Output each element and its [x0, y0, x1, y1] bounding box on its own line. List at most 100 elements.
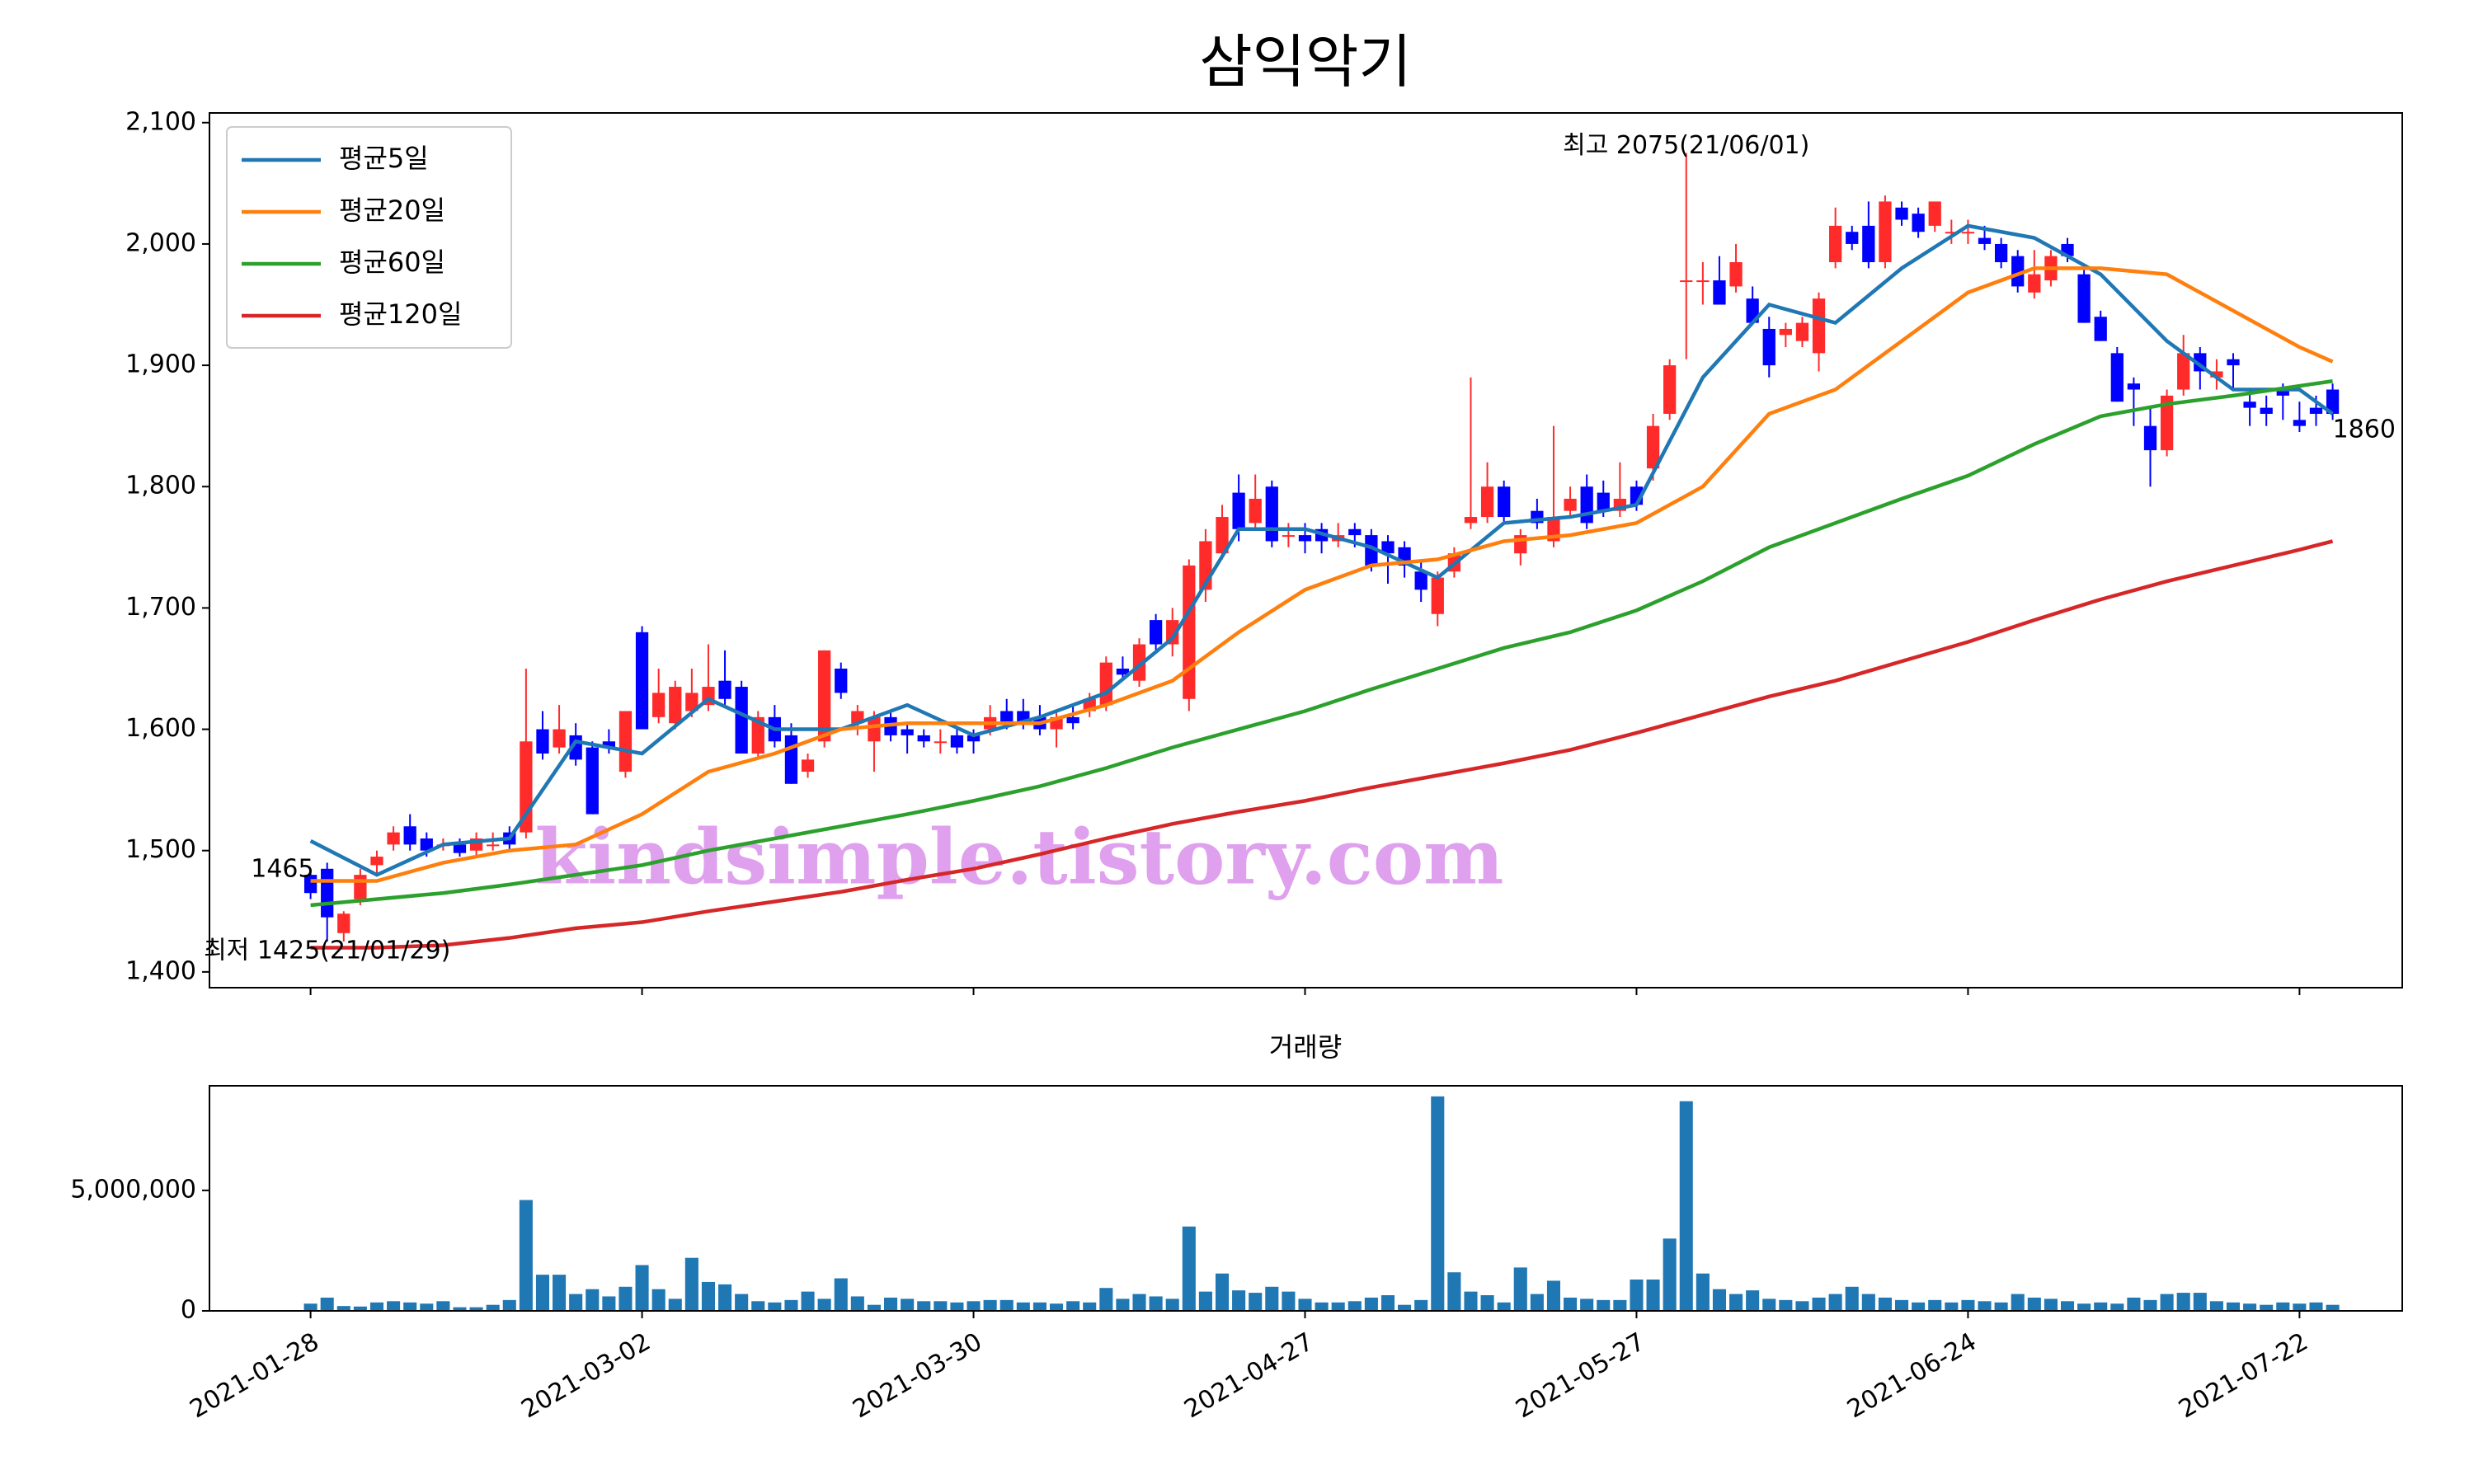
volume-bar	[850, 1296, 864, 1311]
volume-bar	[1182, 1226, 1196, 1311]
volume-bar	[535, 1275, 550, 1311]
candle-body	[967, 735, 981, 742]
candle-body	[1646, 425, 1660, 469]
volume-bar	[569, 1294, 583, 1311]
candle-body	[2094, 317, 2107, 341]
candle-body	[1431, 577, 1444, 614]
volume-bar	[784, 1299, 798, 1311]
volume-bar	[1348, 1301, 1362, 1311]
volume-bar	[1447, 1272, 1461, 1311]
y-tick-label: 5,000,000	[70, 1175, 196, 1204]
candle-body	[1381, 541, 1395, 554]
volume-bar	[718, 1284, 732, 1311]
candle-body	[2210, 371, 2223, 378]
candle-body	[1232, 492, 1245, 529]
volume-bar	[602, 1296, 616, 1311]
annotation: 최고 2075(21/06/01)	[1563, 131, 1809, 160]
volume-bar	[2027, 1297, 2041, 1311]
volume-bar	[1564, 1297, 1578, 1311]
legend-label: 평균20일	[339, 195, 445, 226]
volume-bar	[2209, 1301, 2223, 1311]
volume-bar	[1679, 1101, 1693, 1311]
volume-bar	[1630, 1280, 1644, 1311]
candle-body	[536, 729, 549, 754]
candle-body	[1480, 486, 1494, 518]
candle-body	[1116, 668, 1130, 675]
legend-label: 평균5일	[339, 143, 429, 174]
y-tick-label: 1,800	[125, 472, 196, 500]
candle-body	[950, 735, 964, 748]
y-tick-label: 1,700	[125, 593, 196, 622]
chart-title: 삼익악기	[1199, 28, 1412, 96]
volume-bar	[1945, 1302, 1959, 1311]
volume-bar	[2326, 1304, 2340, 1311]
candle-body	[403, 826, 416, 845]
volume-bar	[1364, 1297, 1378, 1311]
volume-bar	[1431, 1096, 1445, 1311]
candle-body	[2011, 256, 2025, 287]
volume-bar	[1331, 1302, 1345, 1311]
volume-bar	[2276, 1302, 2290, 1311]
volume-bar	[768, 1302, 782, 1311]
candle-body	[801, 759, 815, 773]
candle-body	[2260, 407, 2273, 414]
volume-bar	[1795, 1301, 1809, 1311]
volume-bar	[867, 1304, 881, 1311]
candle-body	[685, 693, 698, 711]
volume-bar	[586, 1289, 600, 1311]
candle-body	[1862, 225, 1875, 263]
plot-frame	[209, 1085, 2403, 1312]
volume-bar	[2293, 1303, 2307, 1311]
volume-bar	[1928, 1299, 1942, 1311]
volume-bar	[801, 1291, 815, 1311]
legend-label: 평균60일	[339, 247, 445, 278]
volume-bar	[2044, 1298, 2058, 1311]
candle-body	[1680, 280, 1693, 283]
volume-bar	[1597, 1299, 1611, 1311]
candle-body	[1812, 298, 1826, 354]
candle-body	[2127, 383, 2141, 390]
candle-body	[586, 747, 599, 815]
candle-body	[2160, 395, 2174, 451]
candle-body	[1183, 565, 1196, 699]
volume-bar	[1994, 1302, 2008, 1311]
candle-body	[1298, 535, 1312, 542]
volume-title: 거래량	[1269, 1031, 1342, 1063]
volume-bar	[1912, 1302, 1926, 1311]
volume-bar	[2094, 1302, 2108, 1311]
candle-body	[420, 838, 433, 851]
volume-bar	[834, 1278, 848, 1311]
volume-bar	[1480, 1295, 1494, 1311]
volume-bar	[1546, 1280, 1561, 1311]
candle-body	[835, 668, 848, 693]
candle-body	[669, 687, 682, 724]
volume-bar	[320, 1297, 334, 1311]
candle-body	[1365, 535, 1378, 566]
y-tick-label: 1,400	[125, 956, 196, 985]
volume-bar	[369, 1302, 384, 1311]
volume-bar	[1165, 1298, 1179, 1311]
annotation: 1465	[251, 855, 313, 884]
plot-frame	[209, 112, 2403, 989]
volume-bar	[2011, 1294, 2025, 1311]
volume-bar	[469, 1307, 483, 1311]
volume-bar	[1083, 1302, 1097, 1311]
candle-body	[652, 693, 666, 717]
candle-body	[868, 716, 881, 742]
volume-bar	[934, 1301, 948, 1311]
volume-bar	[2060, 1301, 2075, 1311]
volume-bar	[618, 1286, 633, 1311]
candle-body	[1216, 517, 1229, 554]
volume-bar	[1380, 1295, 1395, 1311]
volume-bar	[668, 1298, 682, 1311]
volume-bar	[2110, 1303, 2124, 1311]
volume-bar	[751, 1301, 765, 1311]
volume-bar	[1414, 1299, 1428, 1311]
y-tick-label: 1,900	[125, 350, 196, 379]
candle-body	[1580, 486, 1593, 524]
y-tick-label: 2,100	[125, 107, 196, 136]
moving-average-line	[310, 539, 2334, 950]
candle-body	[553, 729, 566, 748]
candle-body	[1414, 571, 1427, 590]
